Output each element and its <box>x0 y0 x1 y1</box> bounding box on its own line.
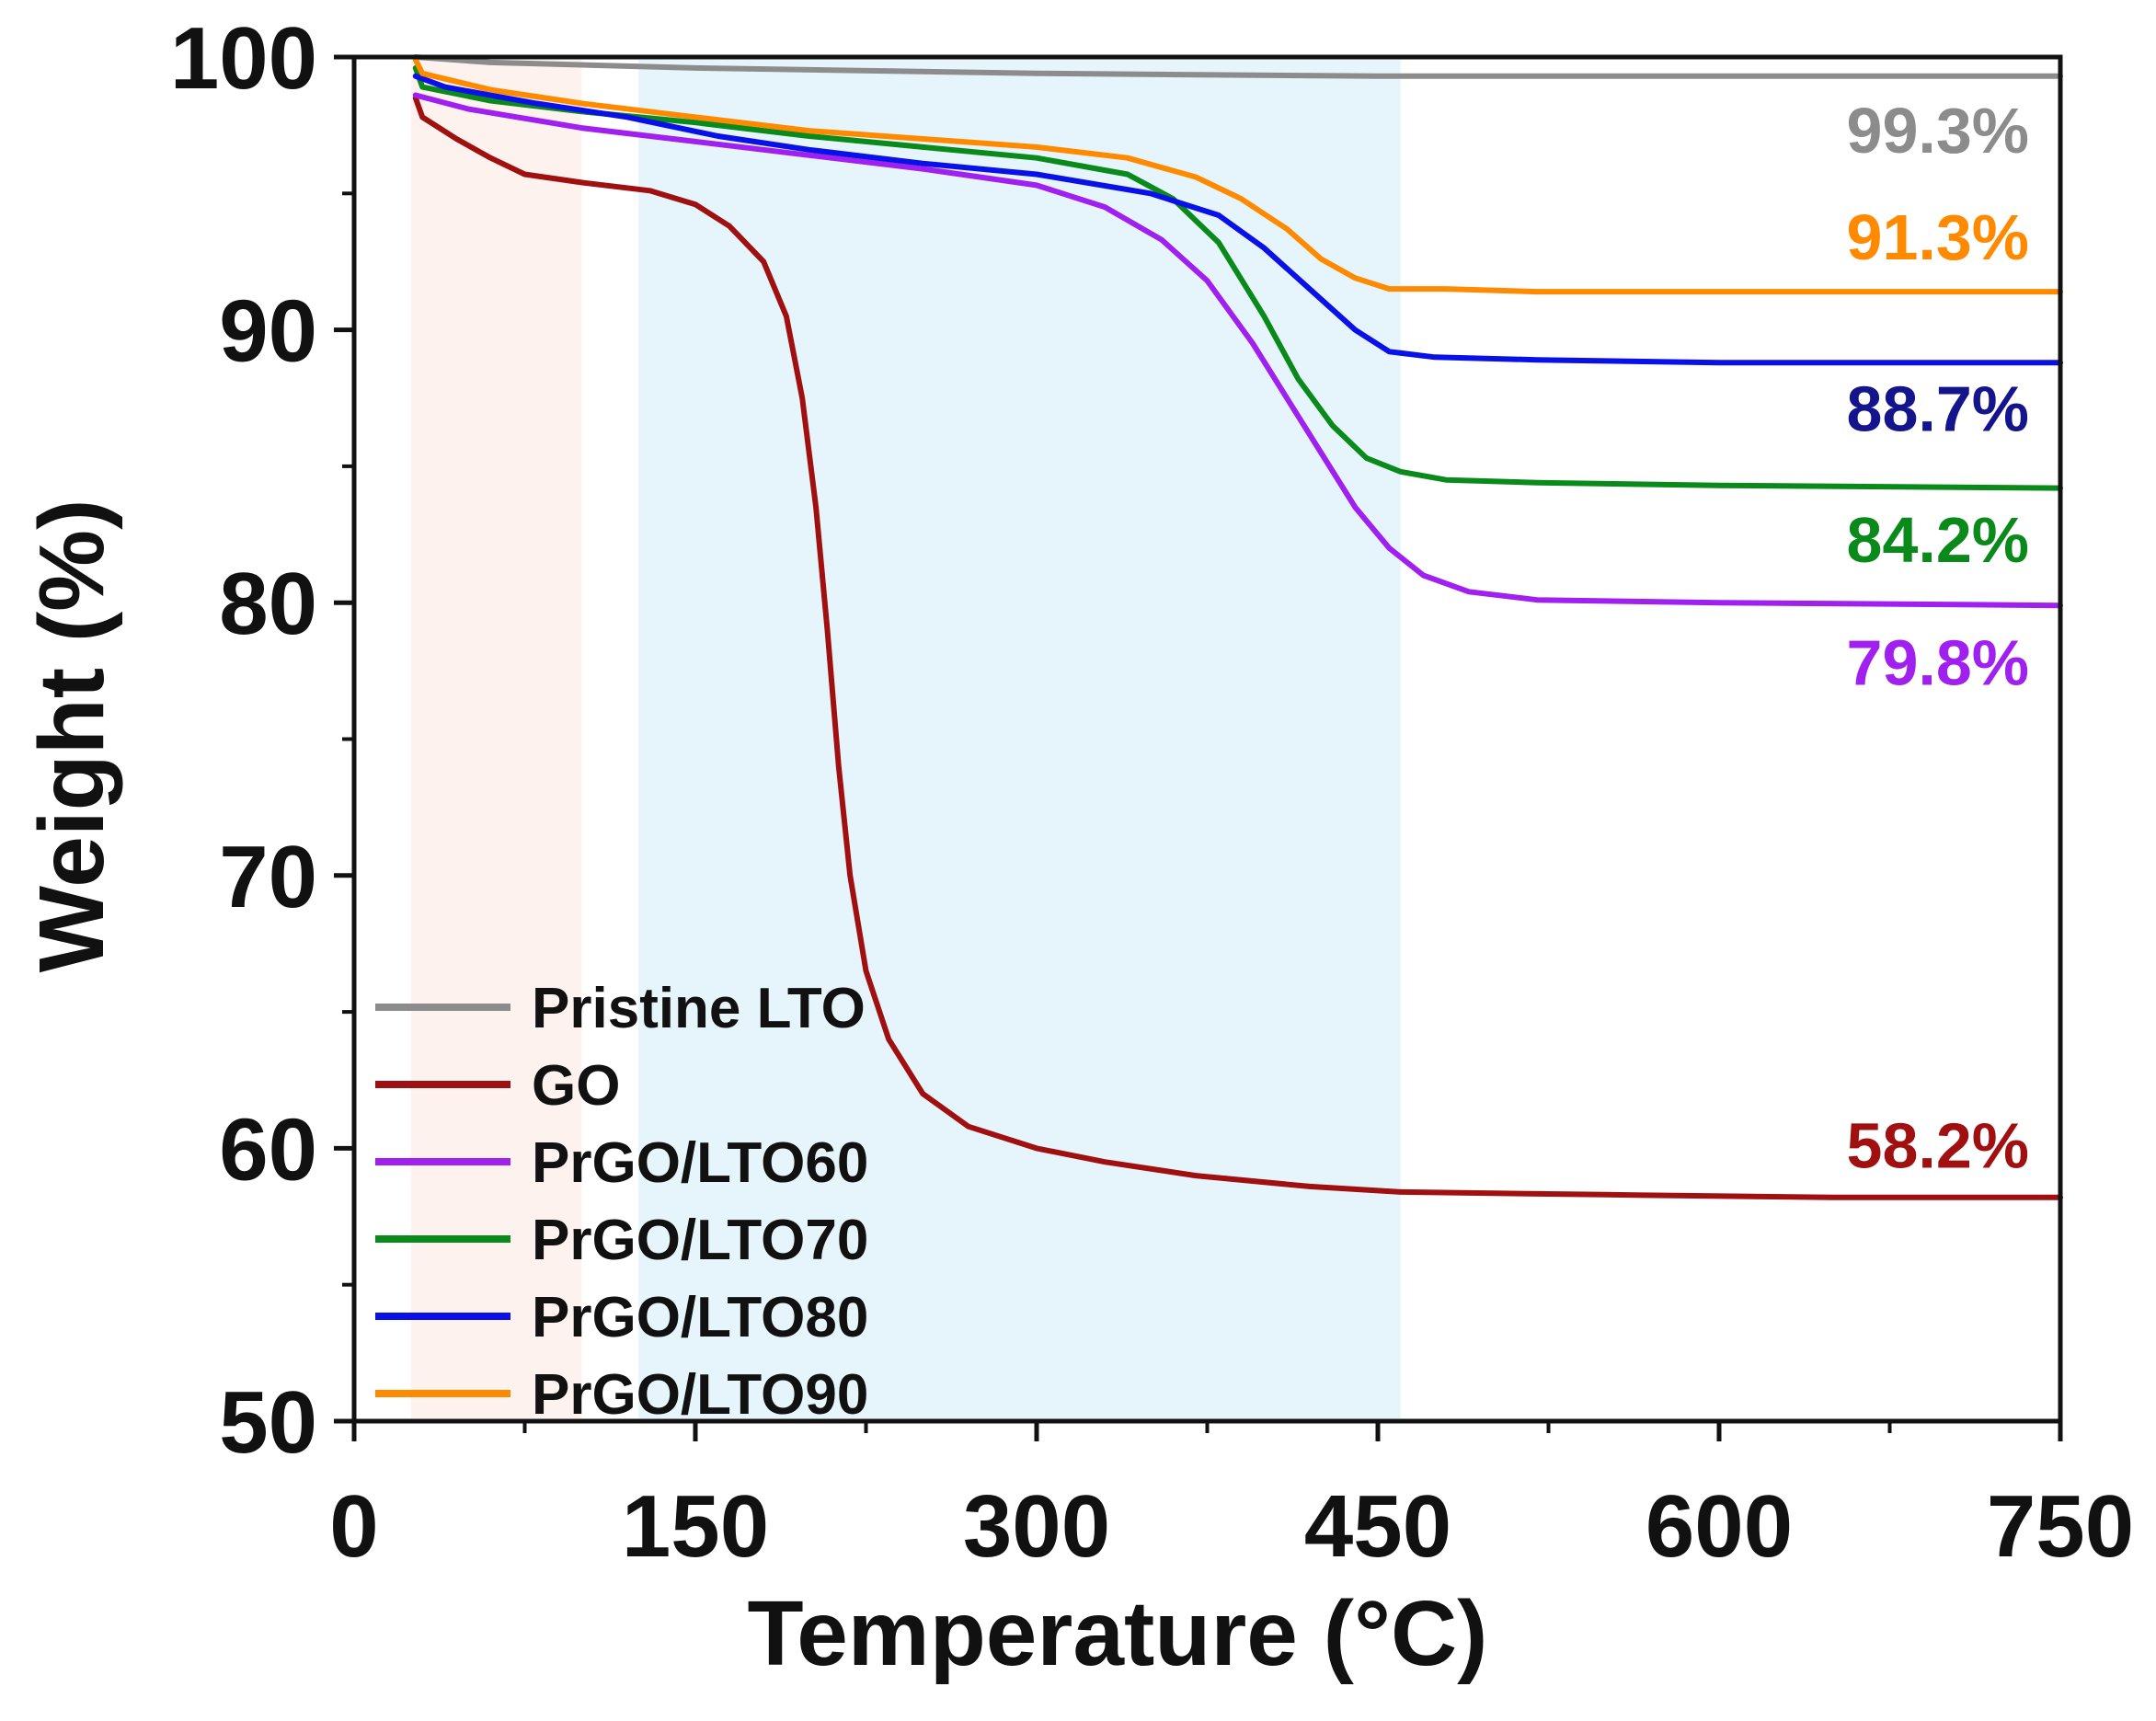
y-axis-label: Weight (%) <box>20 499 123 973</box>
legend-label-go: GO <box>532 1054 620 1118</box>
end-value-label: 79.8% <box>1847 626 2029 698</box>
legend-label-prgo-lto70: PrGO/LTO70 <box>532 1209 868 1272</box>
y-tick-label: 50 <box>219 1373 317 1472</box>
end-value-label: 88.7% <box>1847 373 2029 445</box>
x-tick-label: 0 <box>329 1477 378 1576</box>
legend-label-prgo-lto80: PrGO/LTO80 <box>532 1286 868 1349</box>
legend-label-prgo-lto90: PrGO/LTO90 <box>532 1363 868 1427</box>
x-tick-label: 150 <box>622 1477 769 1576</box>
series-line-go <box>412 95 2063 1200</box>
y-tick-label: 100 <box>170 9 317 108</box>
legend-label-prgo-lto60: PrGO/LTO60 <box>532 1131 868 1195</box>
y-tick-label: 60 <box>219 1100 317 1199</box>
series-line-prgo-lto80 <box>412 73 2063 366</box>
x-tick-label: 450 <box>1304 1477 1451 1576</box>
x-axis-label: Temperature (°C) <box>748 1582 1488 1685</box>
end-value-label: 84.2% <box>1847 504 2029 576</box>
axis-tick-labels: 0 150 300 450 600 750 50 60 70 80 90 100 <box>170 9 2134 1576</box>
y-tick-label: 70 <box>219 828 317 926</box>
end-value-label: 91.3% <box>1847 201 2029 273</box>
series-lines <box>412 54 2063 1200</box>
x-tick-label: 300 <box>963 1477 1110 1576</box>
x-tick-label: 750 <box>1987 1477 2134 1576</box>
shaded-region-2 <box>638 60 1401 1418</box>
legend-label-pristine-lto: Pristine LTO <box>532 977 866 1040</box>
legend: Pristine LTO GO PrGO/LTO60 PrGO/LTO70 PrGO/L… <box>375 977 868 1427</box>
end-value-label: 99.3% <box>1847 95 2029 166</box>
x-tick-label: 600 <box>1646 1477 1793 1576</box>
series-line-prgo-lto90 <box>412 57 2063 295</box>
end-value-label: 58.2% <box>1847 1109 2029 1181</box>
y-tick-label: 80 <box>219 555 317 653</box>
shaded-region-1 <box>410 60 582 1418</box>
series-line-prgo-lto60 <box>412 92 2063 609</box>
series-line-pristine-lto <box>412 54 2063 79</box>
shaded-regions <box>410 60 1401 1418</box>
y-tick-label: 90 <box>219 282 317 381</box>
axis-ticks <box>334 54 2063 1441</box>
end-value-labels: 99.3% 91.3% 88.7% 84.2% 79.8% 58.2% <box>1847 95 2029 1181</box>
